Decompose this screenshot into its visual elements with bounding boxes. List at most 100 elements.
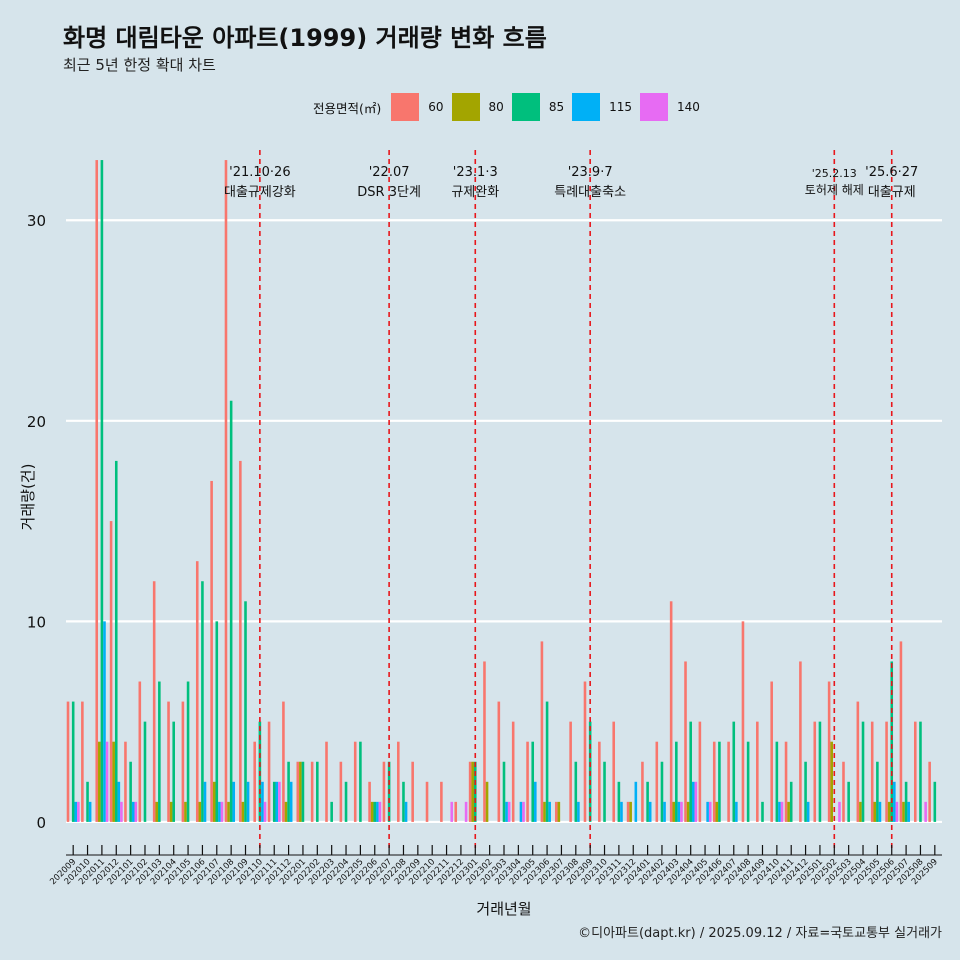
bar-140-202405	[708, 801, 712, 822]
bar-60-202010	[81, 701, 84, 822]
bar-85-202412	[804, 761, 807, 822]
bar-60-202112	[282, 701, 285, 822]
bar-85-202107	[215, 621, 219, 822]
bar-60-202507	[899, 641, 903, 822]
bar-60-202402	[655, 741, 659, 822]
event-date-4: '25.2.13	[812, 167, 857, 180]
bar-115-202407	[735, 801, 738, 822]
bar-115-202112	[289, 781, 293, 822]
bar-60-202206	[368, 781, 371, 822]
legend-title: 전용면적(㎡)	[313, 100, 382, 116]
legend-item-115: 115	[572, 93, 632, 121]
bar-140-202211	[450, 801, 454, 822]
bar-60-202009	[66, 701, 70, 822]
bar-115-202402	[663, 801, 666, 822]
bar-80-202206	[370, 801, 374, 822]
bar-60-202108	[224, 160, 228, 822]
bar-80-202103	[155, 801, 159, 822]
bar-85-202504	[861, 721, 865, 822]
bar-85-202408	[746, 741, 750, 822]
bar-115-202308	[577, 801, 580, 822]
bar-60-202102	[138, 681, 142, 822]
bar-115-202009	[74, 801, 78, 822]
bar-60-202203	[325, 741, 328, 822]
bar-140-202304	[522, 801, 525, 822]
bar-60-202308	[569, 721, 572, 822]
bar-85-202308	[574, 761, 578, 822]
bar-140-202111	[278, 781, 281, 822]
bar-140-202110	[263, 801, 267, 822]
bar-115-202305	[534, 781, 537, 822]
bar-60-202411	[784, 741, 788, 822]
bar-60-202012	[109, 521, 113, 822]
bar-60-202307	[554, 801, 558, 822]
bar-60-202210	[425, 781, 429, 822]
bar-60-202503	[842, 761, 845, 822]
y-tick-label-20: 20	[27, 413, 46, 431]
event-label-1: DSR 3단계	[357, 185, 421, 200]
legend-item-85: 85	[511, 93, 564, 121]
bar-80-202301	[471, 761, 474, 822]
bar-60-202202	[310, 761, 314, 822]
bar-140-202410	[780, 801, 784, 822]
bar-85-202310	[603, 761, 606, 822]
y-axis-title: 거래량(건)	[19, 464, 37, 531]
bar-140-202502	[838, 801, 841, 822]
legend-key-80	[451, 93, 480, 121]
bar-80-202403	[672, 801, 676, 822]
bar-85-202403	[675, 741, 678, 822]
event-label-3: 특례대출축소	[554, 185, 626, 200]
bar-115-202106	[203, 781, 207, 822]
bar-60-202103	[152, 581, 156, 822]
bar-60-202310	[598, 741, 601, 822]
event-label-0: 대출규제강화	[224, 185, 296, 200]
bar-85-202305	[531, 741, 535, 822]
event-label-2: 규제완화	[451, 185, 499, 200]
bar-60-202406	[712, 741, 716, 822]
bar-60-202309	[583, 681, 587, 822]
bar-85-202404	[689, 721, 692, 822]
bar-85-202402	[660, 761, 664, 822]
x-axis-title: 거래년월	[476, 900, 531, 918]
event-date-2: '23.1·3	[453, 165, 498, 180]
bar-85-202204	[344, 781, 348, 822]
legend-item-60: 60	[391, 93, 444, 121]
bar-115-202311	[620, 801, 623, 822]
bar-85-202102	[143, 721, 147, 822]
legend-key-115	[572, 93, 601, 121]
bar-85-202503	[847, 781, 850, 822]
bar-85-202505	[876, 761, 879, 822]
bar-85-202401	[646, 781, 649, 822]
bar-80-202302	[485, 781, 489, 822]
event-date-0: '21.10·26	[229, 165, 290, 180]
bar-115-202110	[261, 781, 264, 822]
legend-key-60	[391, 93, 420, 121]
bar-80-202012	[112, 741, 115, 822]
bar-85-202407	[732, 721, 736, 822]
bar-60-202412	[799, 661, 802, 822]
bar-80-202306	[543, 801, 546, 822]
bar-115-202107	[218, 801, 221, 822]
bar-80-202112	[284, 801, 288, 822]
bar-60-202205	[353, 741, 357, 822]
legend: 전용면적(㎡) 60 80 85 115 140	[313, 93, 708, 121]
bar-60-202306	[540, 641, 544, 822]
bar-60-202508	[913, 721, 917, 822]
y-tick-label-0: 0	[36, 814, 46, 832]
chart-title: 화명 대림타운 아파트(1999) 거래량 변화 흐름	[63, 24, 547, 52]
bar-60-202404	[684, 661, 687, 822]
bar-140-202011	[105, 741, 109, 822]
bar-115-202506	[893, 781, 896, 822]
bar-85-202010	[86, 781, 89, 822]
event-date-1: '22.07	[369, 165, 410, 180]
bar-60-202409	[756, 721, 759, 822]
bar-85-202203	[330, 801, 333, 822]
bar-60-202401	[641, 761, 644, 822]
event-date-5: '25.6·27	[865, 165, 918, 180]
bar-85-202201	[301, 761, 305, 822]
bar-85-202103	[158, 681, 161, 822]
bar-60-202505	[870, 721, 874, 822]
bar-60-202504	[856, 701, 860, 822]
bar-85-202105	[186, 681, 190, 822]
bar-80-202406	[715, 801, 719, 822]
